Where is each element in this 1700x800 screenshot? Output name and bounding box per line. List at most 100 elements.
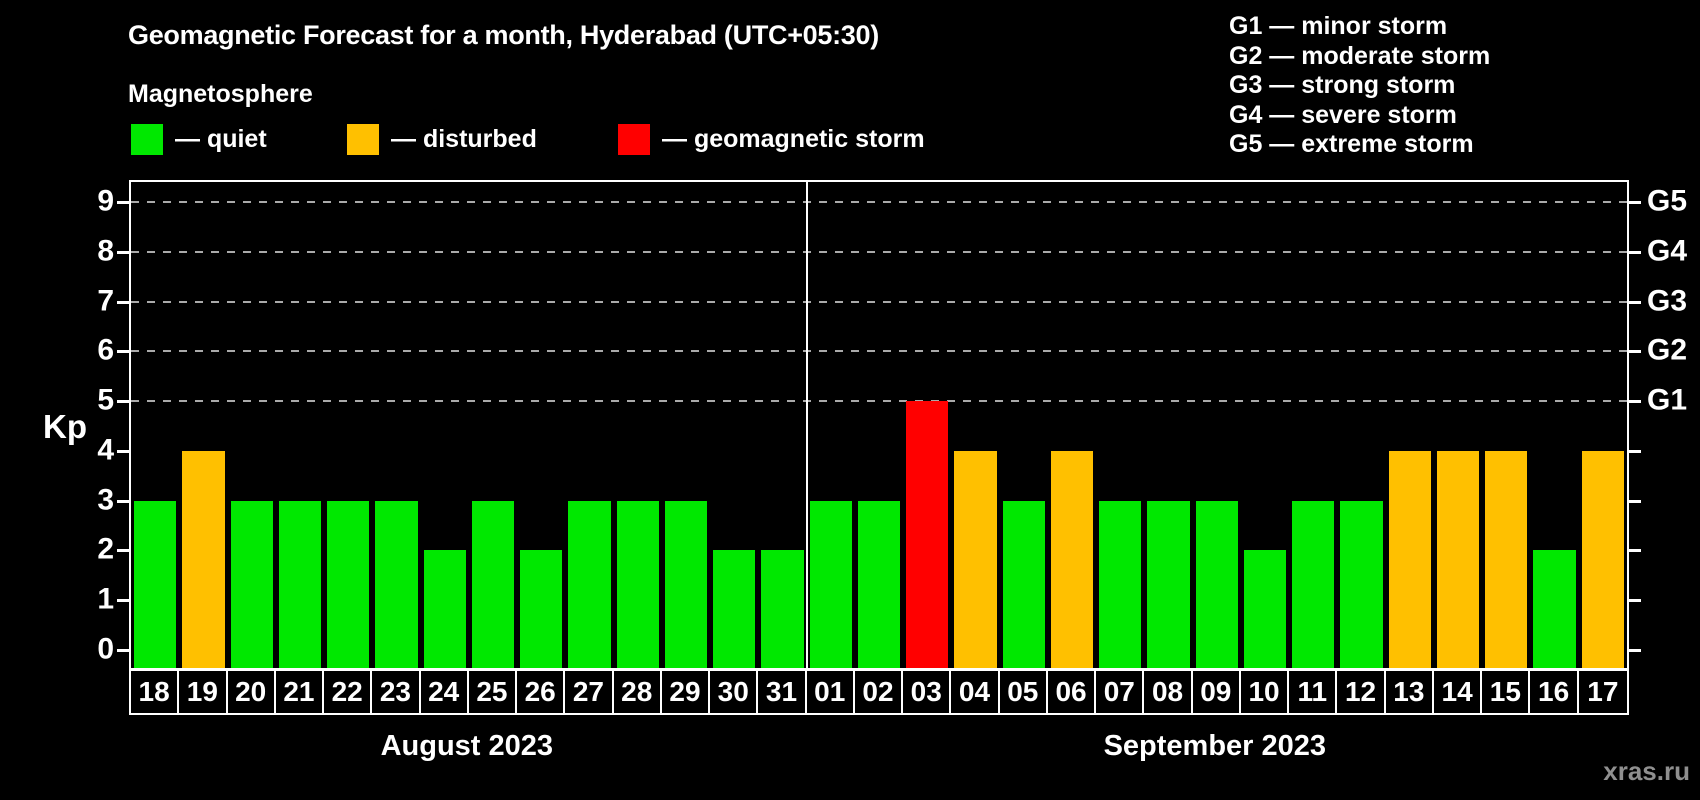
kp-bar-day-02: [857, 500, 901, 668]
month-label-september: September 2023: [1103, 730, 1327, 762]
day-cell-26: 26: [515, 669, 566, 715]
kp-bar-day-14: [1436, 450, 1480, 668]
day-cell-30: 30: [708, 669, 759, 715]
legend-label-disturbed: — disturbed: [391, 125, 537, 153]
g-legend-line-2: G2 — moderate storm: [1229, 41, 1491, 70]
kp-bar-day-06: [1050, 450, 1094, 668]
disturbed-color-swatch: [347, 124, 379, 155]
kp-bar-day-13: [1388, 450, 1431, 668]
kp-bar-day-05: [1002, 500, 1045, 668]
legend-label-storm: — geomagnetic storm: [662, 125, 925, 153]
day-cell-02: 02: [852, 669, 904, 715]
day-cell-03: 03: [901, 669, 952, 715]
xras-watermark-link[interactable]: xras.ru: [1603, 756, 1690, 786]
chart-title: Geomagnetic Forecast for a month, Hydera…: [128, 20, 879, 50]
y-axis-tick-8: [117, 250, 129, 254]
day-cell-15: 15: [1480, 669, 1531, 715]
g-legend-line-4: G4 — severe storm: [1229, 100, 1457, 129]
quiet-color-swatch: [131, 124, 163, 155]
kp-bar-day-26: [520, 550, 563, 668]
g-legend-line-5: G5 — extreme storm: [1229, 130, 1474, 159]
g-scale-tick-label-G5: G5: [1647, 184, 1688, 218]
g-legend-line-1: G1 — minor storm: [1229, 12, 1448, 40]
day-cell-13: 13: [1383, 669, 1434, 715]
kp-bar-day-04: [954, 450, 997, 668]
y-axis-tick-label-9: 9: [97, 184, 114, 218]
kp-status-legend: — quiet — disturbed — geomagnetic storm: [0, 124, 1100, 158]
y-axis-tick-9: [117, 201, 129, 204]
kp-bar-day-10: [1243, 550, 1287, 668]
kp-bar-day-24: [423, 550, 466, 668]
kp-bar-day-27: [568, 500, 611, 668]
y-axis-tick-label-6: 6: [97, 333, 114, 367]
legend-label-quiet: — quiet: [175, 125, 267, 153]
day-cell-21: 21: [273, 669, 325, 715]
right-axis-tick-1: [1629, 599, 1641, 603]
day-cell-24: 24: [418, 669, 469, 715]
y-axis-tick-label-2: 2: [97, 532, 114, 566]
kp-bar-day-28: [616, 500, 659, 668]
kp-bar-day-22: [327, 500, 370, 668]
y-axis-tick-label-3: 3: [97, 482, 114, 516]
g-scale-tick-label-G3: G3: [1647, 283, 1688, 317]
y-axis-tick-label-0: 0: [97, 632, 114, 666]
right-axis-tick-9: [1629, 201, 1641, 204]
day-cell-29: 29: [659, 669, 711, 715]
kp-bar-day-03: [906, 401, 949, 668]
day-cell-09: 09: [1190, 669, 1241, 715]
y-axis-tick-2: [117, 549, 129, 553]
kp-bar-day-29: [664, 500, 708, 668]
day-cell-20: 20: [225, 669, 276, 715]
g-scale-tick-label-G4: G4: [1647, 234, 1688, 268]
day-cell-19: 19: [177, 669, 228, 715]
y-axis-tick-label-8: 8: [97, 234, 114, 268]
day-cell-17: 17: [1576, 669, 1629, 715]
right-axis-tick-6: [1629, 350, 1641, 354]
day-cell-11: 11: [1287, 669, 1338, 715]
right-axis-tick-7: [1629, 300, 1641, 304]
legend-item-storm: — geomagnetic storm: [618, 124, 925, 155]
kp-bar-day-23: [375, 500, 418, 668]
kp-bar-day-07: [1099, 500, 1142, 668]
x-axis-day-labels: 18 19 20 21 22 23 24 25 26 27 28 29 30 31 01 02 03 04 05 06…: [129, 669, 1629, 715]
day-cell-12: 12: [1335, 669, 1386, 715]
day-cell-28: 28: [611, 669, 662, 715]
day-cell-25: 25: [466, 669, 518, 715]
kp-bar-day-25: [471, 500, 515, 668]
right-axis-tick-2: [1629, 549, 1641, 553]
y-axis-tick-0: [117, 649, 129, 652]
day-cell-01: 01: [804, 669, 855, 715]
grid-line-kp8: [131, 250, 1627, 253]
grid-line-kp6: [131, 350, 1627, 353]
kp-bar-day-08: [1147, 500, 1190, 668]
month-separator-line: [805, 182, 808, 668]
right-axis-tick-3: [1629, 499, 1641, 503]
y-axis-tick-6: [117, 350, 129, 354]
y-axis-tick-label-4: 4: [97, 433, 114, 467]
y-axis-tick-5: [117, 400, 129, 404]
kp-bar-day-21: [278, 500, 322, 668]
y-axis-tick-1: [117, 599, 129, 603]
day-cell-14: 14: [1431, 669, 1483, 715]
storm-color-swatch: [618, 124, 650, 155]
grid-line-kp9: [131, 201, 1627, 203]
legend-item-disturbed: — disturbed: [347, 124, 537, 155]
right-axis-tick-4: [1629, 449, 1641, 453]
kp-bar-day-01: [809, 500, 852, 668]
y-axis-tick-label-5: 5: [97, 383, 114, 417]
y-axis-tick-label-1: 1: [97, 582, 114, 616]
day-cell-06: 06: [1045, 669, 1097, 715]
y-axis-tick-4: [117, 449, 129, 453]
day-cell-23: 23: [370, 669, 421, 715]
g-legend-line-3: G3 — strong storm: [1229, 71, 1456, 100]
kp-bar-day-20: [230, 500, 273, 668]
day-cell-18: 18: [129, 669, 180, 715]
day-cell-07: 07: [1094, 669, 1145, 715]
right-axis-tick-0: [1629, 649, 1641, 652]
y-axis-title: Kp: [43, 408, 87, 445]
right-axis-tick-8: [1629, 250, 1641, 254]
kp-bar-day-11: [1292, 500, 1335, 668]
y-axis-tick-label-7: 7: [97, 283, 114, 317]
kp-bar-day-12: [1340, 500, 1383, 668]
